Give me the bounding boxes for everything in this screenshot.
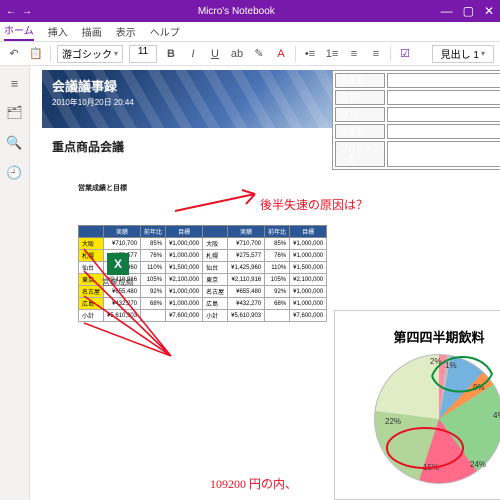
tab-insert[interactable]: 挿入 — [48, 24, 68, 39]
forward-icon[interactable]: → — [22, 6, 32, 17]
meeting-info-table: 部長名置屋 太郎 日 時20XX年〇月〇日 場 所株式会社ワンノート 会議室 出… — [332, 70, 500, 170]
tab-draw[interactable]: 描画 — [82, 24, 102, 39]
tab-view[interactable]: 表示 — [116, 24, 136, 39]
pie-chart-panel: 第四四半期飲料 2%1%9%4%24%15%22% — [334, 310, 500, 500]
underline-icon[interactable]: U — [207, 46, 223, 62]
indent-icon[interactable]: ≡ — [368, 46, 384, 62]
tab-home[interactable]: ホーム — [4, 22, 34, 41]
tab-help[interactable]: ヘルプ — [150, 24, 180, 39]
font-color-icon[interactable]: A — [273, 46, 289, 62]
numbering-icon[interactable]: 1≡ — [324, 46, 340, 62]
search-icon[interactable]: 🔍 — [6, 134, 24, 152]
sales-caption: 営業成績と目標 — [78, 183, 500, 193]
notebook-icon[interactable]: 🗂 — [6, 104, 24, 122]
italic-icon[interactable]: I — [185, 46, 201, 62]
ribbon-tabs: ホーム 挿入 描画 表示 ヘルプ — [0, 22, 500, 42]
minimize-icon[interactable]: ― — [441, 4, 453, 18]
font-size-selector[interactable]: 11 — [129, 45, 157, 63]
nav-sidebar: ≡ 🗂 🔍 🕘 — [0, 66, 30, 500]
maximize-icon[interactable]: ▢ — [463, 4, 474, 18]
pie-chart: 2%1%9%4%24%15%22% — [374, 354, 500, 484]
menu-icon[interactable]: ≡ — [6, 74, 24, 92]
strike-icon[interactable]: ab — [229, 46, 245, 62]
highlight-icon[interactable]: ✎ — [251, 46, 267, 62]
clipboard-icon[interactable]: 📋 — [28, 46, 44, 62]
bullets-icon[interactable]: •≡ — [302, 46, 318, 62]
todo-icon[interactable]: ☑ — [397, 46, 413, 62]
ink-annotation-amount: 109200 円の内、 — [210, 475, 297, 492]
page-header: 会議議事録 2010年10月20日 20:44 部長名置屋 太郎 日 時20XX… — [42, 70, 500, 128]
window-title: Micro's Notebook — [32, 6, 441, 17]
back-icon[interactable]: ← — [6, 6, 16, 17]
bold-icon[interactable]: B — [163, 46, 179, 62]
heading-style-selector[interactable]: 見出し 1▾ — [432, 45, 494, 63]
recent-icon[interactable]: 🕘 — [6, 164, 24, 182]
page-canvas[interactable]: 会議議事録 2010年10月20日 20:44 部長名置屋 太郎 日 時20XX… — [30, 66, 500, 500]
embedded-spreadsheet-icon[interactable]: 営業成績 — [102, 253, 134, 288]
close-icon[interactable]: ✕ — [484, 4, 494, 18]
outdent-icon[interactable]: ≡ — [346, 46, 362, 62]
font-selector[interactable]: 游ゴシック▾ — [57, 45, 123, 63]
undo-icon[interactable]: ↶ — [6, 46, 22, 62]
pie-chart-title: 第四四半期飲料 — [335, 327, 500, 346]
